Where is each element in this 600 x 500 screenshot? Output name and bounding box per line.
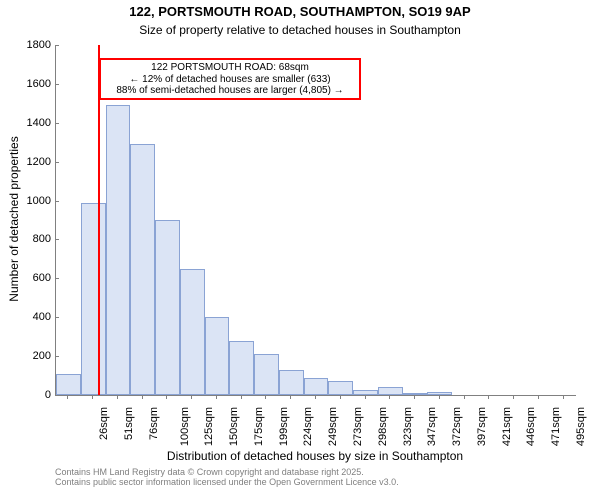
xtick-label: 175sqm — [253, 407, 265, 446]
ytick-label: 400 — [33, 311, 51, 323]
ytick-label: 1800 — [27, 39, 51, 51]
chart-subtitle: Size of property relative to detached ho… — [0, 23, 600, 37]
annotation-line3: 88% of semi-detached houses are larger (… — [101, 85, 359, 97]
xtick-label: 125sqm — [204, 407, 216, 446]
xtick-label: 298sqm — [377, 407, 389, 446]
bar — [304, 378, 329, 395]
bar — [180, 269, 205, 395]
bar — [254, 354, 279, 395]
xtick-label: 397sqm — [476, 407, 488, 446]
chart-title: 122, PORTSMOUTH ROAD, SOUTHAMPTON, SO19 … — [0, 4, 600, 19]
annotation-box: 122 PORTSMOUTH ROAD: 68sqm ← 12% of deta… — [99, 58, 361, 100]
x-axis-label: Distribution of detached houses by size … — [55, 449, 575, 463]
xtick-label: 150sqm — [228, 407, 240, 446]
xtick-label: 372sqm — [451, 407, 463, 446]
xtick-label: 51sqm — [123, 407, 135, 440]
bar — [205, 317, 230, 395]
x-axis: 26sqm 51sqm 76sqm 100sqm 125sqm 150sqm 175sqm 1… — [55, 395, 575, 455]
bar — [81, 203, 106, 396]
ytick-label: 1000 — [27, 195, 51, 207]
xtick-label: 76sqm — [148, 407, 160, 440]
xtick-label: 199sqm — [278, 407, 290, 446]
ytick-label: 1600 — [27, 78, 51, 90]
ytick-label: 200 — [33, 350, 51, 362]
bar — [229, 341, 254, 395]
xtick-label: 224sqm — [303, 407, 315, 446]
xtick-label: 446sqm — [525, 407, 537, 446]
bar — [279, 370, 304, 395]
xtick-label: 471sqm — [550, 407, 562, 446]
xtick-label: 495sqm — [575, 407, 587, 446]
credits: Contains HM Land Registry data © Crown c… — [55, 467, 399, 488]
ytick-label: 0 — [45, 389, 51, 401]
ytick-label: 1400 — [27, 117, 51, 129]
y-axis-label: Number of detached properties — [7, 69, 21, 369]
xtick-label: 273sqm — [352, 407, 364, 446]
bar — [130, 144, 155, 395]
credit-line1: Contains HM Land Registry data © Crown c… — [55, 467, 399, 477]
ytick-label: 1200 — [27, 156, 51, 168]
xtick-label: 347sqm — [426, 407, 438, 446]
credit-line2: Contains public sector information licen… — [55, 477, 399, 487]
annotation-line1: 122 PORTSMOUTH ROAD: 68sqm — [101, 62, 359, 74]
xtick-label: 249sqm — [327, 407, 339, 446]
bar — [328, 381, 353, 395]
bar — [56, 374, 81, 395]
xtick-label: 26sqm — [98, 407, 110, 440]
bar — [106, 105, 131, 395]
xtick-label: 421sqm — [501, 407, 513, 446]
xtick-label: 323sqm — [402, 407, 414, 446]
annotation-line2: ← 12% of detached houses are smaller (63… — [101, 74, 359, 86]
chart-container: 122, PORTSMOUTH ROAD, SOUTHAMPTON, SO19 … — [0, 0, 600, 500]
ytick-label: 800 — [33, 233, 51, 245]
xtick-label: 100sqm — [179, 407, 191, 446]
bar — [378, 387, 403, 395]
bar — [155, 220, 180, 395]
ytick-label: 600 — [33, 272, 51, 284]
